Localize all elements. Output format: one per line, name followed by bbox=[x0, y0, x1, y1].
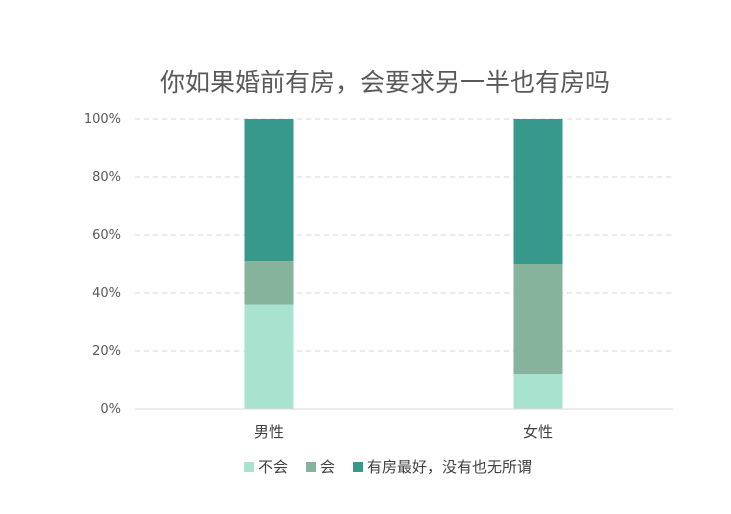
y-tick-label: 40% bbox=[92, 286, 121, 301]
x-category-label: 女性 bbox=[523, 423, 553, 441]
legend-swatch bbox=[243, 462, 254, 472]
y-tick-label: 0% bbox=[100, 402, 121, 417]
legend-swatch bbox=[305, 462, 316, 472]
chart-title: 你如果婚前有房，会要求另一半也有房吗 bbox=[160, 68, 610, 97]
y-tick-label: 60% bbox=[92, 228, 121, 243]
bars bbox=[244, 119, 563, 409]
legend-swatch bbox=[353, 462, 364, 472]
legend-item: 不会 bbox=[243, 458, 288, 476]
legend-label: 不会 bbox=[258, 458, 288, 476]
gridlines bbox=[135, 118, 673, 352]
legend-item: 有房最好，没有也无所谓 bbox=[353, 458, 532, 476]
axes: 0% 20% 40% 60% 80% 100% 男性 女性 bbox=[84, 112, 673, 441]
bar-segment-1-3 bbox=[244, 119, 294, 262]
y-tick-label: 100% bbox=[84, 112, 121, 127]
legend-label: 有房最好，没有也无所谓 bbox=[367, 458, 532, 476]
bar-segment-2-1 bbox=[513, 374, 563, 409]
y-tick-label: 80% bbox=[92, 170, 121, 185]
legend: 不会 会 有房最好，没有也无所谓 bbox=[243, 458, 532, 476]
bar-segment-2-2 bbox=[513, 264, 563, 375]
bar-segment-1-1 bbox=[244, 304, 294, 409]
bar-segment-2-3 bbox=[513, 119, 563, 264]
legend-item: 会 bbox=[305, 458, 335, 476]
bar-segment-1-2 bbox=[244, 261, 294, 305]
y-tick-label: 20% bbox=[92, 344, 121, 359]
legend-label: 会 bbox=[320, 458, 335, 476]
x-category-label: 男性 bbox=[254, 423, 284, 441]
